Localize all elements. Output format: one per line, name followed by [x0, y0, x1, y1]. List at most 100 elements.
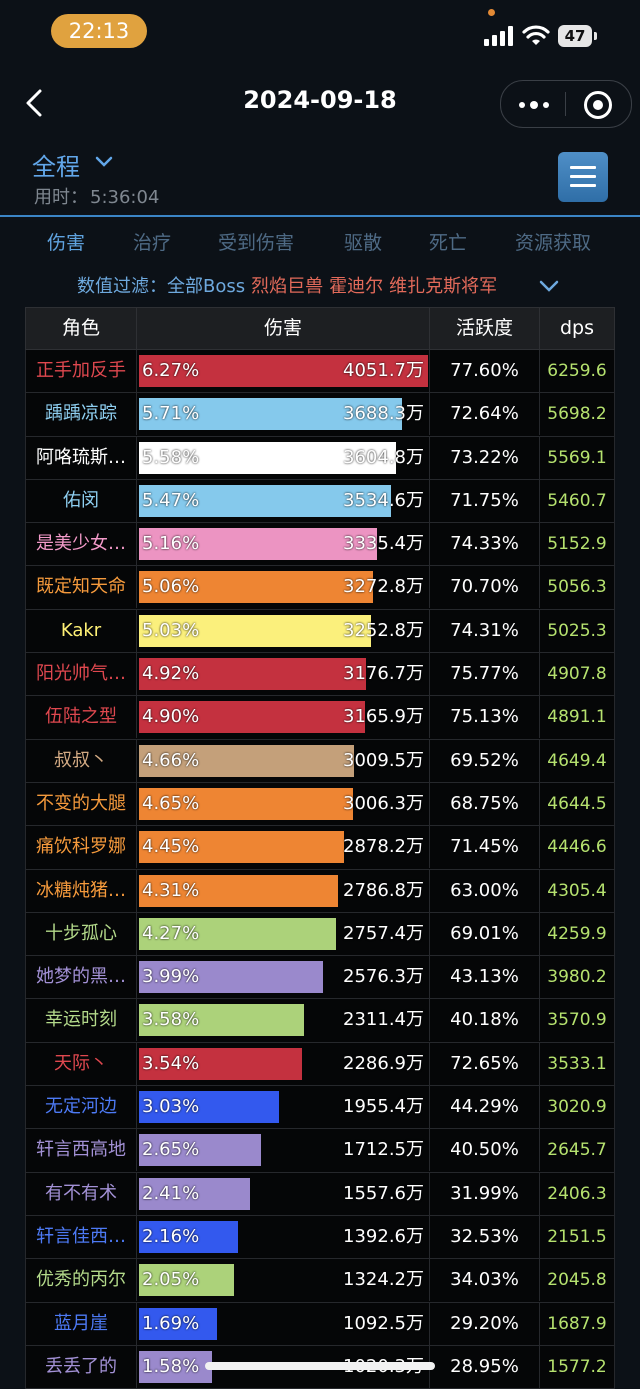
- filter-boss[interactable]: 烈焰巨兽: [251, 276, 324, 297]
- table-row[interactable]: 正手加反手 6.27% 4051.7万 77.60% 6259.6: [25, 350, 615, 394]
- activity-value: 68.75%: [430, 782, 540, 825]
- close-miniprogram-icon[interactable]: [584, 91, 612, 119]
- filter-boss[interactable]: 维扎克斯将军: [389, 276, 498, 297]
- damage-cell: 2.05% 1324.2万: [137, 1259, 430, 1302]
- activity-value: 34.03%: [430, 1259, 540, 1302]
- table-row[interactable]: 既定知天命 5.06% 3272.8万 70.70% 5056.3: [25, 566, 615, 610]
- damage-bar: [139, 1307, 217, 1340]
- filter-all-boss[interactable]: 全部Boss: [167, 276, 246, 297]
- table-row[interactable]: 不变的大腿 4.65% 3006.3万 68.75% 4644.5: [25, 782, 615, 827]
- table-row[interactable]: 轩言西高地 2.65% 1712.5万 40.50% 2645.7: [25, 1129, 615, 1173]
- damage-percent: 5.16%: [142, 533, 200, 555]
- table-row[interactable]: 叔叔丶 4.66% 3009.5万 69.52% 4649.4: [25, 739, 615, 783]
- table-row[interactable]: 阿咯琉斯… 5.58% 3604.8万 73.22% 5569.1: [25, 436, 615, 480]
- damage-amount: 3688.3万: [343, 403, 424, 425]
- activity-value: 75.13%: [430, 696, 540, 739]
- table-row[interactable]: 蓝月崖 1.69% 1092.5万 29.20% 1687.9: [25, 1302, 615, 1346]
- activity-value: 71.45%: [430, 826, 540, 869]
- player-name: 轩言佳西…: [26, 1215, 137, 1258]
- damage-cell: 3.54% 2286.9万: [137, 1042, 430, 1085]
- more-icon[interactable]: [519, 101, 549, 109]
- damage-bar: [139, 1350, 212, 1383]
- table-row[interactable]: 痛饮科罗娜 4.45% 2878.2万 71.45% 4446.6: [25, 826, 615, 870]
- damage-bar: [139, 571, 373, 604]
- filter-label: 数值过滤：: [77, 276, 167, 297]
- table-row[interactable]: 十步孤心 4.27% 2757.4万 69.01% 4259.9: [25, 912, 615, 957]
- activity-value: 63.00%: [430, 869, 540, 912]
- table-row[interactable]: 幸运时刻 3.58% 2311.4万 40.18% 3570.9: [25, 999, 615, 1043]
- table-header: 角色 伤害 活跃度 dps: [25, 307, 615, 350]
- home-indicator[interactable]: [205, 1362, 435, 1370]
- damage-bar: [139, 1177, 250, 1210]
- table-row[interactable]: 无定河边 3.03% 1955.4万 44.29% 3020.9: [25, 1086, 615, 1130]
- damage-bar: [139, 917, 336, 950]
- damage-amount: 3604.8万: [343, 446, 424, 468]
- scope-selector[interactable]: 全程: [32, 153, 80, 181]
- back-icon[interactable]: [18, 86, 52, 120]
- header-dps[interactable]: dps: [559, 317, 595, 339]
- header-role[interactable]: 角色: [26, 308, 137, 349]
- player-name: 幸运时刻: [26, 999, 137, 1042]
- table-row[interactable]: 优秀的丙尔 2.05% 1324.2万 34.03% 2045.8: [25, 1259, 615, 1303]
- tab-resources[interactable]: 资源获取: [515, 232, 592, 254]
- damage-bar: [139, 1091, 279, 1124]
- damage-bar: [139, 484, 391, 517]
- player-name: 阿咯琉斯…: [26, 436, 137, 479]
- battery-tip: [594, 32, 597, 40]
- table-row[interactable]: 踽踽凉踪 5.71% 3688.3万 72.64% 5698.2: [25, 393, 615, 437]
- table-row[interactable]: 天际丶 3.54% 2286.9万 72.65% 3533.1: [25, 1042, 615, 1087]
- damage-bar: [139, 658, 366, 691]
- tab-healing[interactable]: 治疗: [133, 232, 172, 254]
- table-row[interactable]: 有不有术 2.41% 1557.6万 31.99% 2406.3: [25, 1172, 615, 1216]
- header-damage[interactable]: 伤害: [137, 308, 430, 349]
- player-name: 伍陆之型: [26, 696, 137, 739]
- damage-cell: 5.16% 3335.4万: [137, 523, 430, 566]
- table-row[interactable]: Kakr 5.03% 3252.8万 74.31% 5025.3: [25, 609, 615, 654]
- cellular-signal-icon: [484, 26, 516, 46]
- tab-dispel[interactable]: 驱散: [344, 232, 383, 254]
- damage-bar: [139, 701, 365, 734]
- activity-value: 71.75%: [430, 479, 540, 522]
- dps-value: 3980.2: [547, 967, 607, 988]
- tab-damage[interactable]: 伤害: [47, 232, 86, 254]
- damage-percent: 4.27%: [142, 922, 200, 944]
- damage-percent: 6.27%: [142, 360, 200, 381]
- menu-button[interactable]: [558, 152, 608, 202]
- damage-percent: 1.58%: [142, 1355, 200, 1377]
- table-row[interactable]: 佑闵 5.47% 3534.6万 71.75% 5460.7: [25, 479, 615, 524]
- player-name: 蓝月崖: [26, 1302, 137, 1345]
- damage-bar: [139, 874, 338, 907]
- activity-value: 31.99%: [430, 1172, 540, 1215]
- damage-bar: [139, 1264, 234, 1297]
- damage-cell: 4.66% 3009.5万: [137, 739, 430, 782]
- chevron-down-icon[interactable]: [538, 276, 560, 296]
- damage-amount: 3009.5万: [343, 749, 424, 771]
- tab-damage-taken[interactable]: 受到伤害: [218, 232, 295, 254]
- table-row[interactable]: 是美少女… 5.16% 3335.4万 74.33% 5152.9: [25, 523, 615, 567]
- table-row[interactable]: 阳光帅气… 4.92% 3176.7万 75.77% 4907.8: [25, 653, 615, 697]
- dps-value: 3570.9: [547, 1010, 607, 1031]
- player-name: 佑闵: [26, 479, 137, 522]
- dps-value: 5569.1: [547, 447, 607, 468]
- table-row[interactable]: 她梦的黑… 3.99% 2576.3万 43.13% 3980.2: [25, 956, 615, 1000]
- filter-boss[interactable]: 霍迪尔: [329, 276, 384, 297]
- header-divider: [0, 215, 640, 217]
- activity-value: 77.60%: [430, 350, 540, 392]
- header-activity[interactable]: 活跃度: [430, 308, 540, 349]
- tab-deaths[interactable]: 死亡: [429, 232, 468, 254]
- damage-percent: 5.47%: [142, 489, 200, 511]
- damage-amount: 3006.3万: [343, 792, 424, 814]
- damage-percent: 3.54%: [142, 1052, 200, 1074]
- damage-cell: 4.27% 2757.4万: [137, 912, 430, 955]
- damage-percent: 3.58%: [142, 1009, 200, 1031]
- player-name: 阳光帅气…: [26, 653, 137, 696]
- table-row[interactable]: 冰糖炖猪… 4.31% 2786.8万 63.00% 4305.4: [25, 869, 615, 913]
- damage-percent: 3.03%: [142, 1096, 200, 1118]
- activity-value: 69.52%: [430, 739, 540, 782]
- chevron-down-icon[interactable]: [94, 152, 114, 172]
- table-row[interactable]: 轩言佳西… 2.16% 1392.6万 32.53% 2151.5: [25, 1215, 615, 1260]
- table-row[interactable]: 伍陆之型 4.90% 3165.9万 75.13% 4891.1: [25, 696, 615, 740]
- dps-value: 5698.2: [547, 404, 607, 425]
- boss-filter[interactable]: 数值过滤：全部Boss 烈焰巨兽 霍迪尔 维扎克斯将军: [77, 272, 497, 298]
- activity-value: 75.77%: [430, 653, 540, 696]
